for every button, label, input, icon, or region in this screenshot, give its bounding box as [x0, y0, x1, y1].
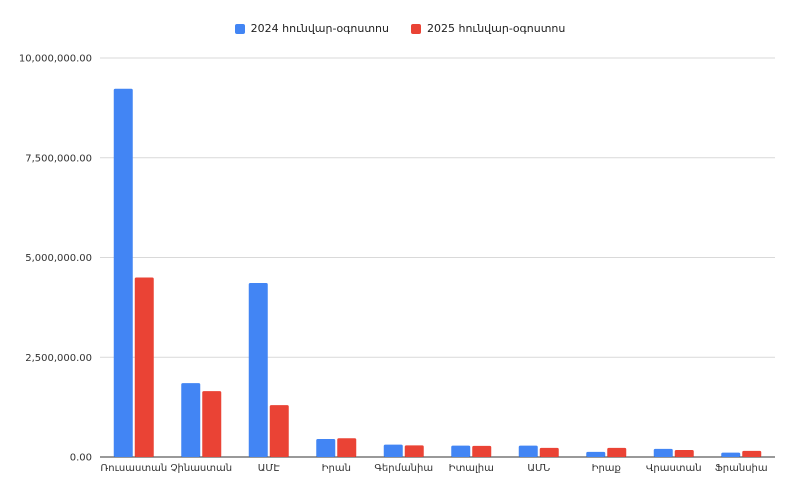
bar-2024-7 [586, 451, 606, 457]
legend-label-2024: 2024 հունվար-օգոստոս [250, 22, 389, 35]
bar-2024-0 [113, 88, 133, 458]
bar-2024-3 [316, 439, 336, 457]
bar-2025-4 [404, 445, 424, 457]
legend-swatch-2025 [411, 23, 421, 34]
x-tick-label-5: Իտալիա [449, 463, 494, 474]
x-tick-label-6: ԱՄՆ [527, 463, 550, 474]
bar-2025-2 [269, 405, 289, 457]
bar-2024-5 [451, 445, 471, 457]
bar-2025-8 [674, 450, 694, 457]
x-tick-label-0: Ռուսաստան [100, 463, 167, 474]
bar-2024-8 [653, 448, 673, 457]
legend-item-2025: 2025 հունվար-օգոստոս [411, 22, 565, 35]
bar-2024-1 [181, 383, 201, 457]
legend-label-2025: 2025 հունվար-օգոստոս [427, 22, 566, 35]
y-tick-label-3: 7,500,000.00 [25, 153, 92, 164]
x-tick-label-8: Վրաստան [646, 463, 702, 474]
bar-2025-3 [337, 438, 357, 457]
y-tick-label-4: 10,000,000.00 [19, 54, 92, 65]
bar-2025-0 [134, 277, 154, 457]
x-tick-label-2: ԱՄԷ [258, 463, 281, 474]
bar-2024-4 [383, 444, 403, 457]
bar-2024-6 [518, 445, 538, 457]
legend: 2024 հունվար-օգոստոս 2025 հունվար-օգոստո… [0, 22, 800, 35]
y-tick-label-2: 5,000,000.00 [25, 253, 92, 264]
x-tick-label-4: Գերմանիա [374, 463, 433, 474]
bar-2025-1 [202, 391, 222, 457]
y-tick-label-1: 2,500,000.00 [25, 353, 92, 364]
x-tick-label-7: Իրաք [592, 463, 621, 474]
bar-2025-5 [472, 445, 492, 457]
x-tick-label-3: Իրան [322, 463, 351, 474]
legend-item-2024: 2024 հունվար-օգոստոս [234, 22, 389, 35]
bar-2025-7 [607, 447, 627, 457]
bar-2025-6 [539, 447, 559, 457]
bar-2024-2 [248, 283, 268, 457]
x-tick-label-9: Ֆրանսիա [715, 463, 768, 474]
x-tick-label-1: Չինաստան [170, 463, 232, 474]
y-tick-label-0: 0.00 [70, 453, 92, 464]
bar-2024-9 [721, 452, 741, 457]
legend-swatch-2024 [234, 23, 245, 34]
bar-2025-9 [742, 450, 762, 457]
